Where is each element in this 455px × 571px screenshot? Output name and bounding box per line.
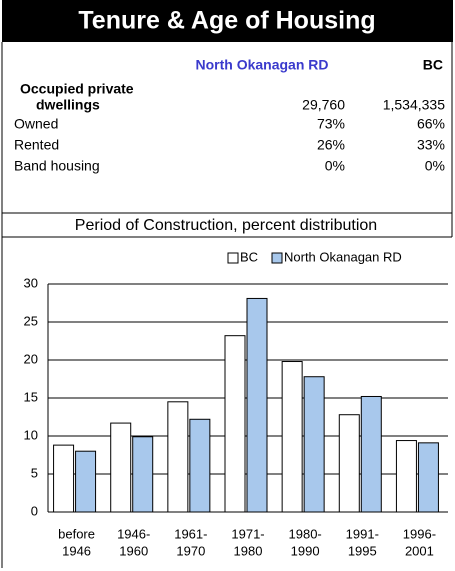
- legend-swatch: [227, 252, 239, 264]
- y-tick-label: 25: [24, 313, 38, 328]
- bar: [224, 335, 246, 513]
- y-tick-label: 30: [24, 275, 38, 290]
- title-bar: [2, 0, 453, 42]
- x-tick-label: 2001: [405, 543, 434, 558]
- y-tick-label: 20: [24, 351, 38, 366]
- x-tick-label: 1960: [119, 543, 148, 558]
- row-label: dwellings: [36, 97, 100, 113]
- bar: [53, 444, 75, 513]
- bar: [281, 361, 303, 513]
- cell: 0%: [425, 158, 445, 174]
- x-tick-label: 1996-: [403, 526, 436, 541]
- bar: [246, 297, 268, 513]
- row-label: Owned: [14, 116, 58, 132]
- x-tick-label: 1995: [348, 543, 377, 558]
- bar: [417, 442, 439, 513]
- cell: 66%: [417, 116, 445, 132]
- y-tick-label: 15: [24, 389, 38, 404]
- row-label: Rented: [14, 137, 59, 153]
- x-tick-label: before: [58, 526, 95, 541]
- x-tick-label: 1961-: [174, 526, 207, 541]
- bar: [189, 418, 211, 513]
- chart-title: Period of Construction, percent distribu…: [75, 217, 377, 234]
- x-tick-label: 1946: [62, 543, 91, 558]
- bar: [360, 395, 382, 513]
- y-tick-label: 5: [31, 465, 38, 480]
- row-label: Band housing: [14, 158, 100, 174]
- cell: 26%: [317, 137, 345, 153]
- cell: 73%: [317, 116, 345, 132]
- bar: [303, 376, 325, 513]
- bar: [395, 440, 417, 513]
- x-tick-label: 1980-: [289, 526, 322, 541]
- x-tick-label: 1946-: [117, 526, 150, 541]
- bar: [132, 436, 154, 513]
- bar: [75, 450, 97, 513]
- column-header: BC: [423, 57, 443, 73]
- bar: [338, 414, 360, 513]
- y-tick-label: 0: [31, 503, 38, 518]
- legend-swatch: [271, 252, 283, 264]
- x-tick-label: 1970: [176, 543, 205, 558]
- x-tick-label: 1990: [291, 543, 320, 558]
- cell: 29,760: [302, 97, 345, 113]
- legend-label: North Okanagan RD: [284, 249, 402, 264]
- legend-label: BC: [240, 249, 258, 264]
- x-tick-label: 1980: [234, 543, 263, 558]
- column-header: North Okanagan RD: [195, 57, 328, 73]
- cell: 1,534,335: [383, 97, 445, 113]
- cell: 0%: [325, 158, 345, 174]
- y-tick-label: 10: [24, 427, 38, 442]
- x-tick-label: 1991-: [346, 526, 379, 541]
- page-title: Tenure & Age of Housing: [78, 7, 375, 35]
- row-label: Occupied private: [20, 81, 134, 97]
- cell: 33%: [417, 137, 445, 153]
- bar: [110, 422, 132, 513]
- x-tick-label: 1971-: [231, 526, 264, 541]
- bar: [167, 401, 189, 513]
